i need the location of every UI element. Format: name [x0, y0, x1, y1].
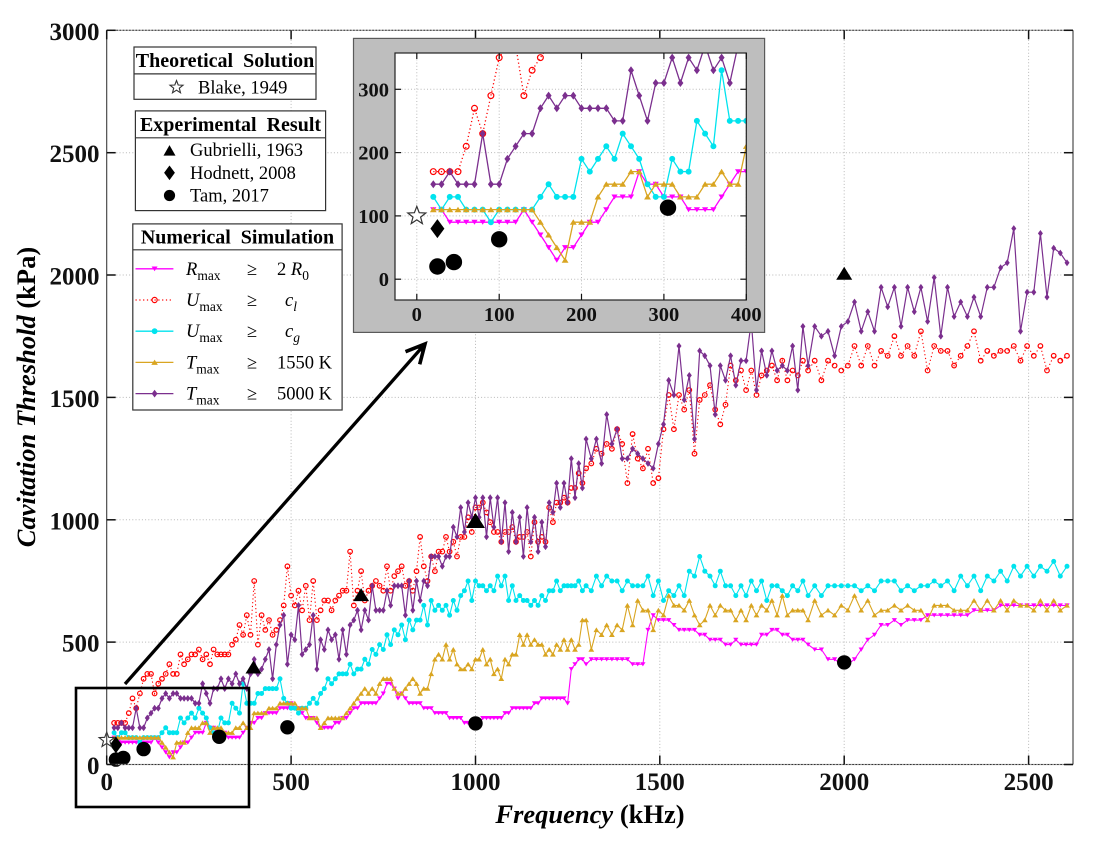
svg-text:Tmax: Tmax [186, 353, 220, 376]
svg-text:100: 100 [484, 304, 515, 326]
svg-text:Tmax: Tmax [186, 385, 220, 408]
svg-text:100: 100 [358, 206, 389, 228]
svg-text:≥: ≥ [247, 322, 257, 342]
svg-text:300: 300 [649, 304, 680, 326]
svg-text:≥: ≥ [247, 385, 257, 405]
svg-text:≥: ≥ [247, 260, 257, 280]
svg-text:0: 0 [87, 753, 100, 780]
svg-text:Umax: Umax [186, 322, 223, 345]
svg-text:cg: cg [285, 322, 300, 345]
svg-text:Rmax: Rmax [185, 260, 221, 283]
svg-text:2000: 2000 [50, 264, 100, 291]
svg-text:Cavitation Threshold (kPa): Cavitation Threshold (kPa) [11, 247, 41, 547]
svg-text:1550 K: 1550 K [277, 353, 333, 373]
svg-text:Tam, 2017: Tam, 2017 [190, 187, 269, 207]
svg-text:2000: 2000 [819, 769, 869, 796]
svg-text:2 R0: 2 R0 [277, 260, 309, 283]
svg-text:1000: 1000 [50, 508, 100, 535]
svg-text:2500: 2500 [50, 141, 100, 168]
svg-text:400: 400 [731, 304, 762, 326]
svg-text:cl: cl [285, 291, 297, 314]
svg-text:≥: ≥ [247, 353, 257, 373]
svg-text:Frequency (kHz): Frequency (kHz) [494, 799, 684, 829]
svg-text:Umax: Umax [186, 291, 223, 314]
svg-text:0: 0 [379, 269, 389, 291]
svg-text:5000 K: 5000 K [277, 385, 333, 405]
svg-text:200: 200 [566, 304, 597, 326]
svg-text:200: 200 [358, 143, 389, 165]
svg-text:500: 500 [62, 631, 100, 658]
svg-text:3000: 3000 [50, 19, 100, 46]
svg-text:≥: ≥ [247, 291, 257, 311]
svg-text:Experimental Result: Experimental Result [140, 114, 321, 136]
svg-text:Gubrielli, 1963: Gubrielli, 1963 [190, 141, 303, 161]
svg-text:0: 0 [100, 769, 113, 796]
svg-text:1500: 1500 [50, 386, 100, 413]
svg-text:0: 0 [412, 304, 422, 326]
svg-text:1000: 1000 [451, 769, 501, 796]
svg-text:Hodnett, 2008: Hodnett, 2008 [190, 164, 296, 184]
svg-text:Numerical Simulation: Numerical Simulation [141, 226, 334, 248]
svg-text:Blake, 1949: Blake, 1949 [198, 79, 287, 99]
svg-text:300: 300 [358, 79, 389, 101]
svg-text:2500: 2500 [1004, 769, 1054, 796]
svg-text:500: 500 [272, 769, 310, 796]
svg-text:1500: 1500 [635, 769, 685, 796]
svg-text:Theoretical Solution: Theoretical Solution [136, 50, 315, 72]
